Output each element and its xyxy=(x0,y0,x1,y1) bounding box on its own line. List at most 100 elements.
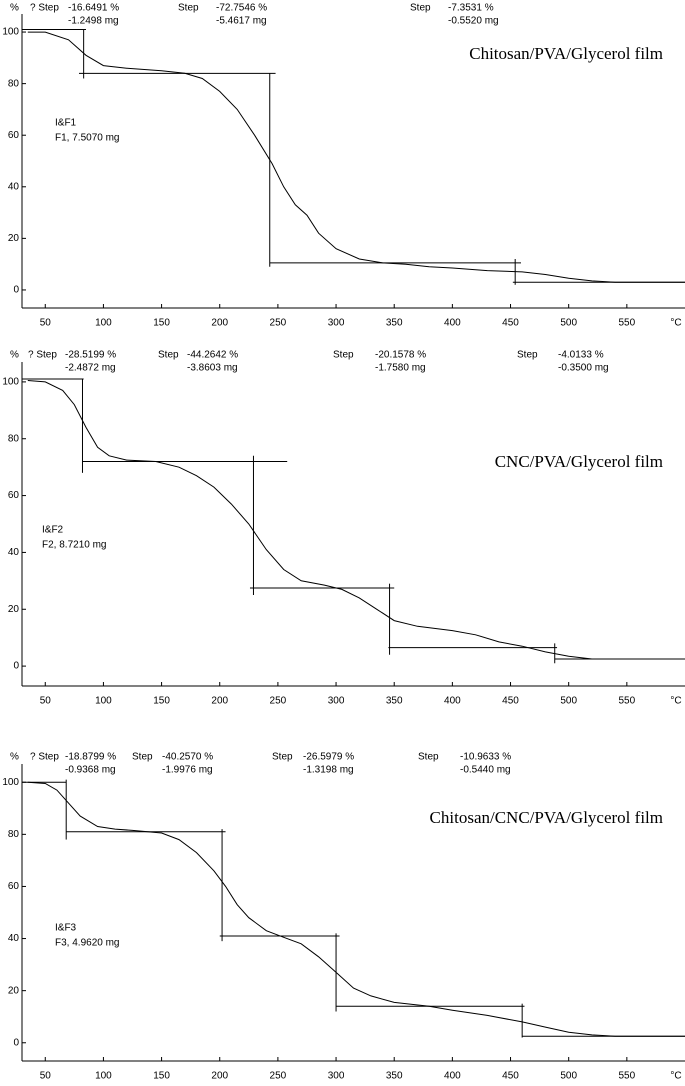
y-tick-label: 40 xyxy=(8,547,20,558)
step-percent: -10.9633 % xyxy=(460,752,511,763)
step-percent: -28.5199 % xyxy=(65,350,116,361)
step-label: Step xyxy=(517,350,538,361)
y-axis-label: % xyxy=(10,350,19,361)
y-tick-label: 80 xyxy=(8,433,20,444)
x-tick-label: 50 xyxy=(40,318,52,329)
x-tick-label: 150 xyxy=(153,1071,170,1082)
step-mass: -0.5440 mg xyxy=(460,765,511,776)
step-label: Step xyxy=(178,3,199,14)
x-tick-label: 250 xyxy=(270,318,287,329)
step-mass: -2.4872 mg xyxy=(65,363,116,374)
x-tick-label: 150 xyxy=(153,696,170,707)
x-tick-label: 50 xyxy=(40,696,52,707)
step-label: Step xyxy=(410,3,431,14)
chart-title: Chitosan/PVA/Glycerol film xyxy=(469,44,663,63)
x-tick-label: 300 xyxy=(328,696,345,707)
step-label: ? Step xyxy=(30,752,59,763)
sample-label: I&F1 xyxy=(55,118,77,129)
x-tick-label: 550 xyxy=(618,696,635,707)
y-tick-label: 80 xyxy=(8,78,20,89)
x-tick-label: 200 xyxy=(211,1071,228,1082)
x-tick-label: 400 xyxy=(444,318,461,329)
x-tick-label: 350 xyxy=(386,318,403,329)
step-mass: -0.9368 mg xyxy=(65,765,116,776)
step-mass: -3.8603 mg xyxy=(187,363,238,374)
step-label: Step xyxy=(132,752,153,763)
y-tick-label: 100 xyxy=(2,777,19,788)
step-mass: -0.5520 mg xyxy=(448,16,499,27)
x-tick-label: 100 xyxy=(95,696,112,707)
x-axis-unit: °C xyxy=(670,1071,681,1082)
y-tick-label: 100 xyxy=(2,377,19,388)
x-tick-label: 550 xyxy=(618,1071,635,1082)
step-label: Step xyxy=(333,350,354,361)
x-tick-label: 400 xyxy=(444,696,461,707)
x-tick-label: 100 xyxy=(95,1071,112,1082)
x-tick-label: 350 xyxy=(386,1071,403,1082)
sample-label: F1, 7.5070 mg xyxy=(55,133,119,144)
y-tick-label: 100 xyxy=(2,27,19,38)
x-axis-unit: °C xyxy=(670,696,681,707)
x-tick-label: 450 xyxy=(502,696,519,707)
x-tick-label: 150 xyxy=(153,318,170,329)
y-tick-label: 60 xyxy=(8,881,20,892)
x-tick-label: 250 xyxy=(270,696,287,707)
step-mass: -1.2498 mg xyxy=(68,16,119,27)
sample-label: I&F2 xyxy=(42,525,64,536)
step-percent: -7.3531 % xyxy=(448,3,494,14)
y-tick-label: 60 xyxy=(8,130,20,141)
y-tick-label: 60 xyxy=(8,490,20,501)
sample-label: F2, 8.7210 mg xyxy=(42,540,106,551)
y-tick-label: 0 xyxy=(13,661,19,672)
chart-title: CNC/PVA/Glycerol film xyxy=(495,452,663,471)
step-label: Step xyxy=(158,350,179,361)
tga-curve xyxy=(27,31,685,283)
x-tick-label: 450 xyxy=(502,318,519,329)
step-label: Step xyxy=(418,752,439,763)
x-tick-label: 400 xyxy=(444,1071,461,1082)
y-tick-label: 40 xyxy=(8,933,20,944)
step-label: Step xyxy=(272,752,293,763)
x-tick-label: 50 xyxy=(40,1071,52,1082)
y-tick-label: 0 xyxy=(13,285,19,296)
tga-curve xyxy=(27,781,685,1037)
step-mass: -1.9976 mg xyxy=(162,765,213,776)
step-percent: -44.2642 % xyxy=(187,350,238,361)
x-tick-label: 350 xyxy=(386,696,403,707)
y-tick-label: 40 xyxy=(8,181,20,192)
step-percent: -18.8799 % xyxy=(65,752,116,763)
x-tick-label: 300 xyxy=(328,1071,345,1082)
y-axis-label: % xyxy=(10,752,19,763)
step-mass: -1.3198 mg xyxy=(303,765,354,776)
x-tick-label: 200 xyxy=(211,318,228,329)
x-tick-label: 550 xyxy=(618,318,635,329)
y-tick-label: 0 xyxy=(13,1037,19,1048)
x-tick-label: 100 xyxy=(95,318,112,329)
x-tick-label: 450 xyxy=(502,1071,519,1082)
y-tick-label: 20 xyxy=(8,604,20,615)
x-tick-label: 500 xyxy=(560,696,577,707)
step-percent: -16.6491 % xyxy=(68,3,119,14)
step-percent: -20.1578 % xyxy=(375,350,426,361)
sample-label: I&F3 xyxy=(55,923,77,934)
y-tick-label: 20 xyxy=(8,233,20,244)
step-mass: -0.3500 mg xyxy=(558,363,609,374)
tga-curve xyxy=(27,380,685,660)
x-tick-label: 250 xyxy=(270,1071,287,1082)
step-percent: -72.7546 % xyxy=(216,3,267,14)
x-tick-label: 300 xyxy=(328,318,345,329)
x-tick-label: 500 xyxy=(560,318,577,329)
step-mass: -1.7580 mg xyxy=(375,363,426,374)
y-tick-label: 80 xyxy=(8,829,20,840)
x-tick-label: 200 xyxy=(211,696,228,707)
sample-label: F3, 4.9620 mg xyxy=(55,938,119,949)
chart-title: Chitosan/CNC/PVA/Glycerol film xyxy=(430,808,663,827)
step-percent: -4.0133 % xyxy=(558,350,604,361)
step-label: ? Step xyxy=(28,350,57,361)
step-percent: -40.2570 % xyxy=(162,752,213,763)
step-mass: -5.4617 mg xyxy=(216,16,267,27)
step-label: ? Step xyxy=(30,3,59,14)
step-percent: -26.5979 % xyxy=(303,752,354,763)
y-axis-label: % xyxy=(10,3,19,14)
